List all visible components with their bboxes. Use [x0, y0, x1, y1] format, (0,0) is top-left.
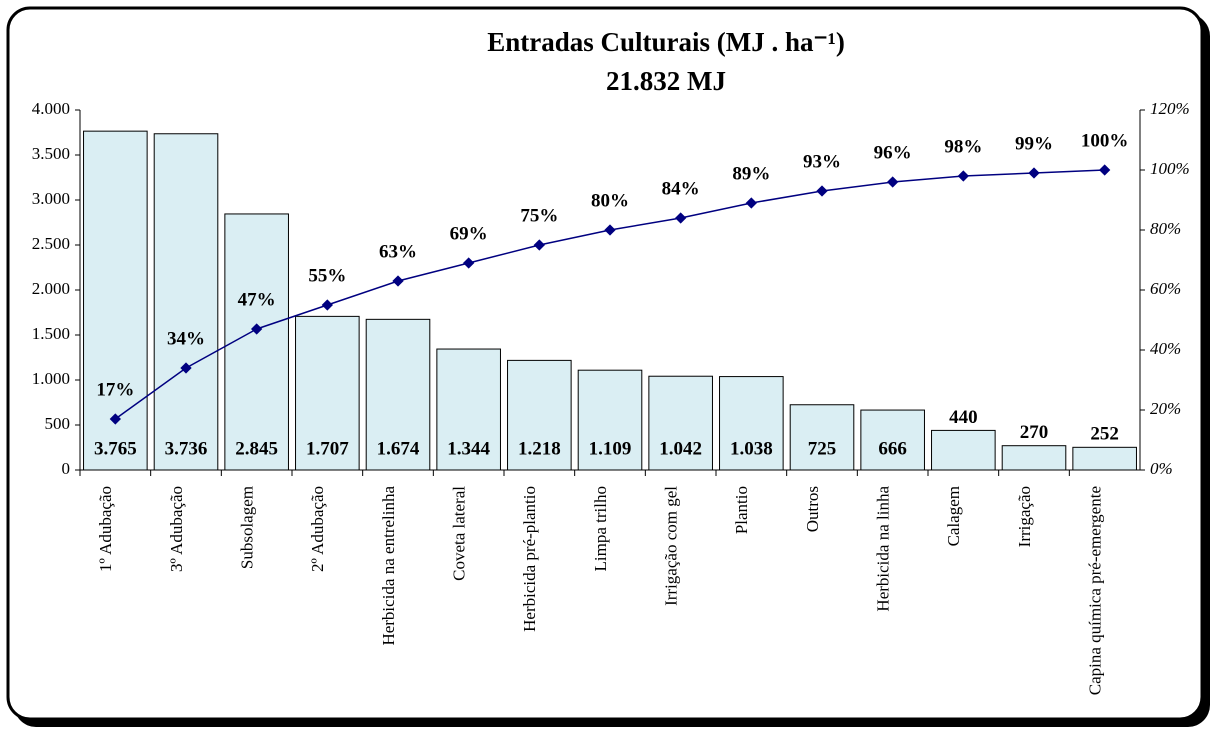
y-tick-label: 4.000 [32, 99, 70, 118]
bar-value-label: 1.344 [447, 438, 490, 459]
cumulative-marker [392, 275, 404, 287]
y-tick-label: 500 [45, 414, 71, 433]
x-tick-label: Calagem [944, 486, 963, 546]
bar [507, 359, 572, 471]
bar-value-label: 725 [808, 438, 837, 459]
bar [577, 369, 643, 471]
bar-value-label: 3.736 [165, 438, 208, 459]
bar-value-label: 1.038 [730, 438, 773, 459]
cumulative-label: 96% [874, 142, 912, 163]
bar [224, 213, 289, 471]
y-tick-label: 2.500 [32, 234, 70, 253]
cumulative-label: 84% [662, 178, 700, 199]
bar [789, 404, 855, 471]
x-tick-label: 1º Adubação [96, 486, 115, 572]
bar-value-label: 252 [1090, 424, 1119, 445]
cumulative-marker [816, 185, 828, 197]
cumulative-marker [463, 257, 475, 269]
bar-value-label: 666 [878, 438, 907, 459]
x-tick-label: 3º Adubação [167, 486, 186, 572]
y-tick-label: 0 [62, 459, 71, 478]
bar [1001, 445, 1067, 471]
cumulative-label: 34% [167, 328, 205, 349]
x-tick-label: Subsolagem [238, 486, 257, 569]
cumulative-marker [1099, 164, 1111, 176]
x-tick-label: 2º Adubação [308, 486, 327, 572]
bar-value-label: 2.845 [235, 438, 278, 459]
bar [860, 409, 925, 471]
cumulative-marker [675, 212, 687, 224]
bar-value-label: 440 [949, 407, 978, 428]
y2-tick-label: 100% [1150, 159, 1190, 178]
x-tick-label: Coveta lateral [450, 486, 469, 581]
cumulative-label: 80% [591, 190, 629, 211]
bar [153, 133, 219, 471]
bar [931, 429, 996, 471]
y2-tick-label: 0% [1150, 459, 1173, 478]
x-tick-label: Capina química pré-emergente [1086, 486, 1105, 695]
y-tick-label: 1.500 [32, 324, 70, 343]
x-tick-label: Irrigação [1015, 486, 1034, 547]
x-tick-label: Herbicida na linha [874, 486, 893, 612]
bar [365, 318, 431, 471]
cumulative-label: 47% [238, 289, 276, 310]
bar-value-label: 270 [1020, 422, 1049, 443]
bar [719, 376, 784, 471]
x-tick-label: Herbicida pré-plantio [520, 486, 539, 632]
y2-tick-label: 60% [1150, 279, 1181, 298]
cumulative-marker [604, 224, 616, 236]
cumulative-marker [180, 362, 192, 374]
bar-value-label: 3.765 [94, 438, 137, 459]
bar-value-label: 1.042 [659, 438, 702, 459]
cumulative-label: 55% [308, 265, 346, 286]
y-tick-label: 3.000 [32, 189, 70, 208]
x-tick-label: Herbicida na entrelinha [379, 486, 398, 646]
cumulative-marker [957, 170, 969, 182]
cumulative-marker [745, 197, 757, 209]
bar-value-label: 1.109 [589, 438, 632, 459]
cumulative-label: 98% [944, 136, 982, 157]
cumulative-label: 93% [803, 151, 841, 172]
bar [648, 375, 713, 471]
cumulative-marker [1028, 167, 1040, 179]
cumulative-marker [321, 299, 333, 311]
cumulative-marker [887, 176, 899, 188]
cumulative-label: 17% [96, 379, 134, 400]
chart-subtitle: 21.832 MJ [606, 66, 726, 96]
cumulative-label: 99% [1015, 133, 1053, 154]
cumulative-label: 89% [732, 163, 770, 184]
x-tick-label: Plantio [732, 486, 751, 534]
bar-value-label: 1.707 [306, 438, 349, 459]
x-tick-label: Outros [803, 486, 822, 532]
y-tick-label: 3.500 [32, 144, 70, 163]
cumulative-marker [533, 239, 545, 251]
y-tick-label: 2.000 [32, 279, 70, 298]
bar-value-label: 1.218 [518, 438, 561, 459]
x-tick-label: Limpa trilho [591, 486, 610, 571]
frame [6, 6, 1204, 721]
bar [295, 315, 360, 471]
cumulative-label: 100% [1081, 130, 1129, 151]
y2-tick-label: 40% [1150, 339, 1181, 358]
bar-value-label: 1.674 [377, 438, 420, 459]
cumulative-label: 63% [379, 241, 417, 262]
y2-tick-label: 20% [1150, 399, 1181, 418]
y2-tick-label: 120% [1150, 99, 1190, 118]
bar [436, 348, 501, 471]
cumulative-label: 75% [520, 205, 558, 226]
x-tick-label: Irrigação com gel [662, 486, 681, 606]
y2-tick-label: 80% [1150, 219, 1181, 238]
cumulative-label: 69% [450, 223, 488, 244]
y-tick-label: 1.000 [32, 369, 70, 388]
chart-title: Entradas Culturais (MJ . ha⁻¹) [487, 27, 845, 57]
bar [1072, 446, 1137, 471]
